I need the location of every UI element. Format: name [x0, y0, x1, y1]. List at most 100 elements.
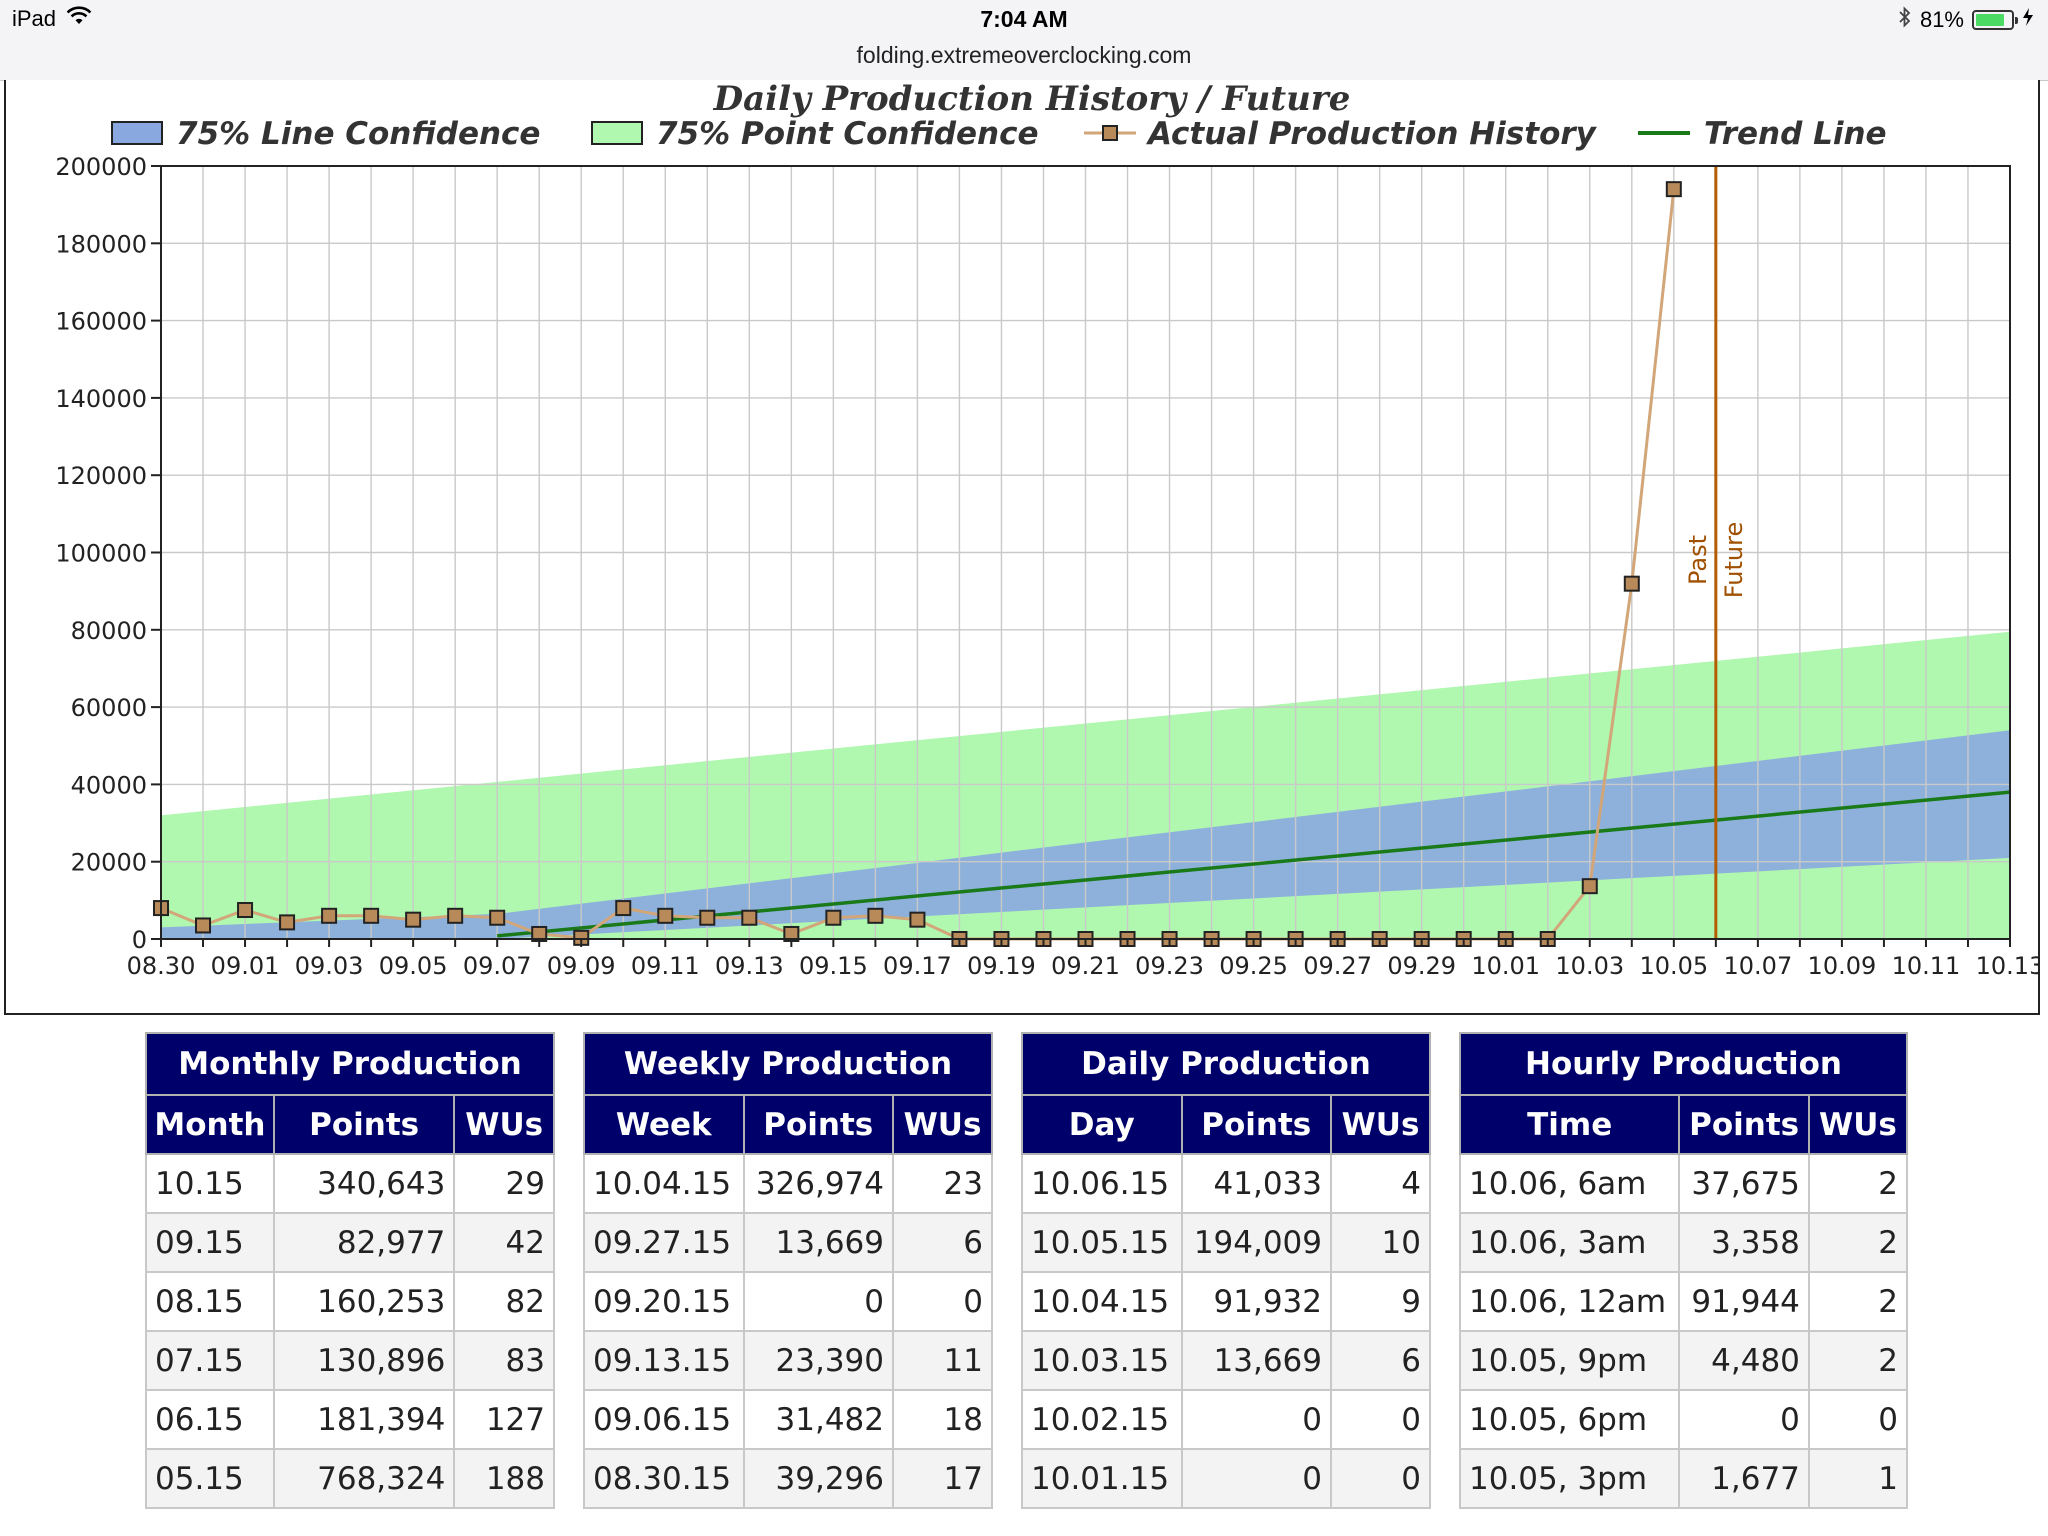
wus-cell: 18: [892, 1389, 993, 1450]
column-header[interactable]: WUs: [1807, 1094, 1909, 1155]
row-label-cell: 10.06, 3am: [1458, 1212, 1681, 1273]
wus-cell: 1: [1807, 1448, 1909, 1509]
table-title: Daily Production: [1021, 1032, 1431, 1096]
row-label-cell: 10.05.15: [1021, 1212, 1183, 1273]
daily-production-table: Daily Production Day Points WUs 10.06.15…: [1021, 1032, 1431, 1509]
row-label-cell: 10.15: [145, 1153, 275, 1214]
wus-cell: 4: [1330, 1153, 1431, 1214]
battery-icon: [1972, 10, 2018, 30]
column-header[interactable]: Day: [1021, 1094, 1183, 1155]
monthly-production-table: Monthly Production Month Points WUs 10.1…: [145, 1032, 555, 1509]
y-tick-label: 40000: [71, 771, 147, 799]
x-tick-label: 09.09: [547, 952, 616, 980]
actual-production-point: [1581, 878, 1598, 895]
wus-cell: 6: [1330, 1330, 1431, 1391]
x-tick-label: 09.23: [1135, 952, 1204, 980]
url-bar[interactable]: folding.extremeoverclocking.com: [856, 42, 1192, 68]
wus-cell: 9: [1330, 1271, 1431, 1332]
wus-cell: 0: [1330, 1448, 1431, 1509]
wus-cell: 83: [453, 1330, 555, 1391]
row-label-cell: 09.15: [145, 1212, 275, 1273]
x-tick-label: 10.07: [1724, 952, 1793, 980]
table-row: 08.30.15 39,296 17: [583, 1448, 993, 1509]
x-tick-label: 09.21: [1051, 952, 1120, 980]
actual-production-point: [867, 907, 884, 924]
table-row: 10.05, 9pm 4,480 2: [1458, 1330, 1909, 1391]
x-tick-label: 09.11: [631, 952, 700, 980]
column-header[interactable]: Week: [583, 1094, 745, 1155]
points-cell: 0: [1180, 1389, 1333, 1450]
clock: 7:04 AM: [980, 6, 1068, 32]
legend: 75% Line Confidence 75% Point Confidence A…: [111, 116, 1887, 152]
chart-title: Daily Production History / Future: [713, 80, 1351, 119]
column-header[interactable]: Month: [145, 1094, 275, 1155]
x-tick-label: 10.01: [1471, 952, 1540, 980]
legend-swatch-line-confidence: [111, 121, 163, 145]
status-left: iPad: [12, 6, 92, 32]
actual-production-point: [657, 907, 674, 924]
column-header[interactable]: Points: [1180, 1094, 1333, 1155]
y-tick-label: 80000: [71, 617, 147, 645]
chart-svg: Past Future 20000018000016000014000012000…: [55, 80, 2040, 980]
points-cell: 13,669: [742, 1212, 895, 1273]
y-tick-label: 120000: [55, 462, 147, 490]
table-row: 09.13.15 23,390 11: [583, 1330, 993, 1391]
wus-cell: 42: [453, 1212, 555, 1273]
legend-label-actual-production: Actual Production History: [1145, 116, 1598, 152]
actual-production-point: [363, 907, 380, 924]
column-header[interactable]: WUs: [892, 1094, 993, 1155]
wus-cell: 2: [1807, 1271, 1909, 1332]
legend-label-point-confidence: 75% Point Confidence: [656, 116, 1039, 152]
wus-cell: 2: [1807, 1153, 1909, 1214]
axes: 2000001800001600001400001200001000008000…: [55, 153, 2040, 980]
wus-cell: 29: [453, 1153, 555, 1214]
wus-cell: 10: [1330, 1212, 1431, 1273]
x-tick-label: 10.03: [1555, 952, 1624, 980]
table-row: 09.20.15 0 0: [583, 1271, 993, 1332]
x-tick-label: 10.09: [1808, 952, 1877, 980]
row-label-cell: 10.05, 3pm: [1458, 1448, 1681, 1509]
x-tick-label: 09.01: [211, 952, 280, 980]
row-label-cell: 06.15: [145, 1389, 275, 1450]
column-header[interactable]: Points: [742, 1094, 895, 1155]
actual-production-point: [909, 911, 926, 928]
points-cell: 326,974: [742, 1153, 895, 1214]
actual-production-point: [741, 909, 758, 926]
points-cell: 31,482: [742, 1389, 895, 1450]
points-cell: 37,675: [1678, 1153, 1810, 1214]
table-row: 09.06.15 31,482 18: [583, 1389, 993, 1450]
actual-production-point: [1623, 575, 1640, 592]
x-tick-label: 09.25: [1219, 952, 1288, 980]
y-tick-label: 180000: [55, 230, 147, 258]
row-label-cell: 10.01.15: [1021, 1448, 1183, 1509]
row-label-cell: 10.06.15: [1021, 1153, 1183, 1214]
points-cell: 91,932: [1180, 1271, 1333, 1332]
column-header[interactable]: WUs: [453, 1094, 555, 1155]
y-tick-label: 20000: [71, 849, 147, 877]
column-header[interactable]: WUs: [1330, 1094, 1431, 1155]
table-row: 06.15 181,394 127: [145, 1389, 555, 1450]
x-tick-label: 09.07: [463, 952, 532, 980]
y-tick-label: 100000: [55, 540, 147, 568]
legend-marker-actual-production: [1102, 125, 1118, 141]
column-header[interactable]: Time: [1458, 1094, 1681, 1155]
row-label-cell: 10.04.15: [583, 1153, 745, 1214]
weekly-production-table: Weekly Production Week Points WUs 10.04.…: [583, 1032, 993, 1509]
row-label-cell: 09.13.15: [583, 1330, 745, 1391]
actual-production-point: [825, 909, 842, 926]
actual-production-point: [321, 907, 338, 924]
column-header[interactable]: Points: [272, 1094, 456, 1155]
actual-production-point: [405, 911, 422, 928]
actual-production-point: [237, 902, 254, 919]
table-row: 10.04.15 326,974 23: [583, 1153, 993, 1214]
wus-cell: 2: [1807, 1330, 1909, 1391]
row-label-cell: 09.20.15: [583, 1271, 745, 1332]
points-cell: 13,669: [1180, 1330, 1333, 1391]
table-row: 10.06.15 41,033 4: [1021, 1153, 1431, 1214]
row-label-cell: 09.06.15: [583, 1389, 745, 1450]
points-cell: 0: [742, 1271, 895, 1332]
column-header[interactable]: Points: [1678, 1094, 1810, 1155]
x-tick-label: 09.13: [715, 952, 784, 980]
y-tick-label: 140000: [55, 385, 147, 413]
actual-production-point: [489, 909, 506, 926]
